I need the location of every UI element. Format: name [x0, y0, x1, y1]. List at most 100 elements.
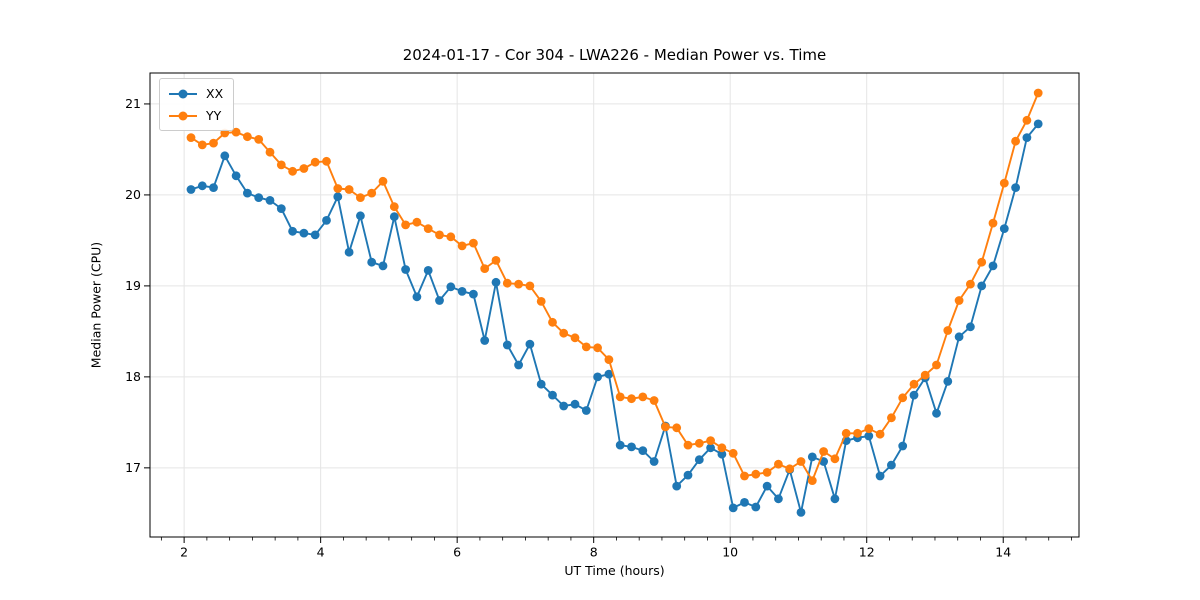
data-point-yy	[672, 423, 682, 433]
data-point-xx	[197, 181, 207, 191]
data-point-yy	[830, 454, 840, 464]
y-tick-label: 20	[125, 187, 141, 202]
data-point-xx	[581, 406, 591, 415]
data-point-xx	[469, 289, 478, 299]
x-axis-label: UT Time (hours)	[564, 563, 665, 578]
data-point-xx	[310, 230, 320, 240]
legend-label-yy: YY	[206, 108, 222, 123]
data-point-yy	[548, 317, 557, 327]
data-point-xx	[1011, 183, 1020, 193]
data-point-yy	[525, 281, 535, 291]
series-line-xx	[190, 122, 1040, 514]
data-point-yy	[706, 436, 715, 445]
data-point-xx	[728, 503, 738, 513]
data-point-xx	[638, 446, 648, 455]
data-point-xx	[717, 449, 727, 459]
data-point-yy	[378, 176, 388, 186]
data-point-yy	[638, 392, 648, 402]
data-point-xx	[649, 457, 659, 466]
data-point-yy	[1022, 115, 1032, 125]
data-point-yy	[999, 178, 1009, 188]
data-point-xx	[672, 481, 682, 491]
data-point-xx	[288, 226, 297, 236]
data-point-yy	[1033, 88, 1043, 98]
data-point-xx	[265, 196, 275, 205]
data-point-xx	[1022, 133, 1032, 143]
data-point-yy	[491, 256, 501, 265]
data-point-yy	[694, 438, 704, 448]
data-point-yy	[243, 132, 252, 142]
data-point-yy	[276, 160, 286, 170]
legend: XX YY	[159, 78, 235, 131]
data-point-yy	[333, 184, 343, 193]
data-point-xx	[887, 460, 896, 470]
x-tick-label: 10	[722, 545, 738, 560]
data-point-xx	[367, 257, 377, 267]
data-point-xx	[604, 369, 614, 379]
y-tick-label: 21	[125, 96, 141, 111]
data-point-xx	[502, 340, 512, 350]
y-tick-label: 17	[125, 460, 141, 475]
data-point-yy	[1011, 136, 1020, 146]
x-tick-label: 2	[180, 545, 188, 560]
data-point-xx	[322, 216, 331, 225]
data-point-yy	[604, 355, 614, 364]
data-point-yy	[457, 241, 467, 251]
data-point-yy	[819, 447, 828, 456]
data-point-xx	[1033, 119, 1043, 129]
data-point-xx	[762, 481, 772, 491]
x-tick-label: 6	[453, 545, 461, 560]
data-point-yy	[615, 392, 625, 402]
data-point-xx	[706, 443, 715, 453]
data-point-xx	[559, 401, 569, 411]
data-point-xx	[966, 322, 975, 332]
data-point-xx	[875, 471, 885, 481]
data-point-yy	[514, 279, 523, 289]
chart-title: 2024-01-17 - Cor 304 - LWA226 - Median P…	[402, 46, 827, 64]
data-point-xx	[412, 292, 422, 302]
data-point-yy	[898, 393, 908, 403]
data-point-xx	[446, 282, 456, 292]
x-tick-label: 12	[859, 545, 875, 560]
data-point-yy	[887, 413, 896, 423]
data-point-xx	[186, 185, 196, 194]
data-point-yy	[288, 166, 297, 176]
data-point-yy	[728, 448, 738, 458]
data-point-xx	[615, 440, 625, 450]
data-point-xx	[909, 390, 919, 400]
legend-label-xx: XX	[206, 86, 224, 101]
data-point-xx	[627, 442, 636, 452]
data-point-xx	[898, 441, 908, 451]
data-point-yy	[186, 133, 196, 143]
data-point-xx	[740, 498, 749, 507]
x-tick-label: 8	[590, 545, 598, 560]
series-line-yy	[190, 92, 1040, 482]
data-point-yy	[875, 429, 885, 439]
data-point-xx	[423, 266, 433, 275]
data-point-xx	[570, 399, 580, 409]
data-point-xx	[999, 224, 1009, 234]
legend-swatch-xx-icon	[169, 89, 197, 98]
data-point-xx	[796, 508, 806, 517]
data-point-yy	[209, 138, 218, 148]
data-point-xx	[943, 377, 953, 386]
x-tick-label: 4	[317, 545, 325, 560]
data-point-xx	[988, 261, 998, 271]
data-point-yy	[536, 297, 546, 306]
y-tick-label: 19	[125, 278, 141, 293]
axes-frame	[149, 72, 1080, 538]
data-point-yy	[559, 328, 569, 338]
data-point-xx	[231, 171, 241, 181]
data-point-xx	[389, 212, 399, 222]
data-point-yy	[785, 464, 795, 474]
data-point-xx	[751, 502, 761, 512]
data-point-yy	[627, 394, 636, 404]
data-point-xx	[683, 470, 693, 480]
data-point-xx	[356, 211, 365, 221]
data-point-yy	[909, 379, 919, 389]
data-point-xx	[220, 151, 230, 161]
data-point-yy	[197, 140, 207, 150]
data-point-yy	[807, 476, 817, 485]
data-point-xx	[548, 390, 557, 400]
